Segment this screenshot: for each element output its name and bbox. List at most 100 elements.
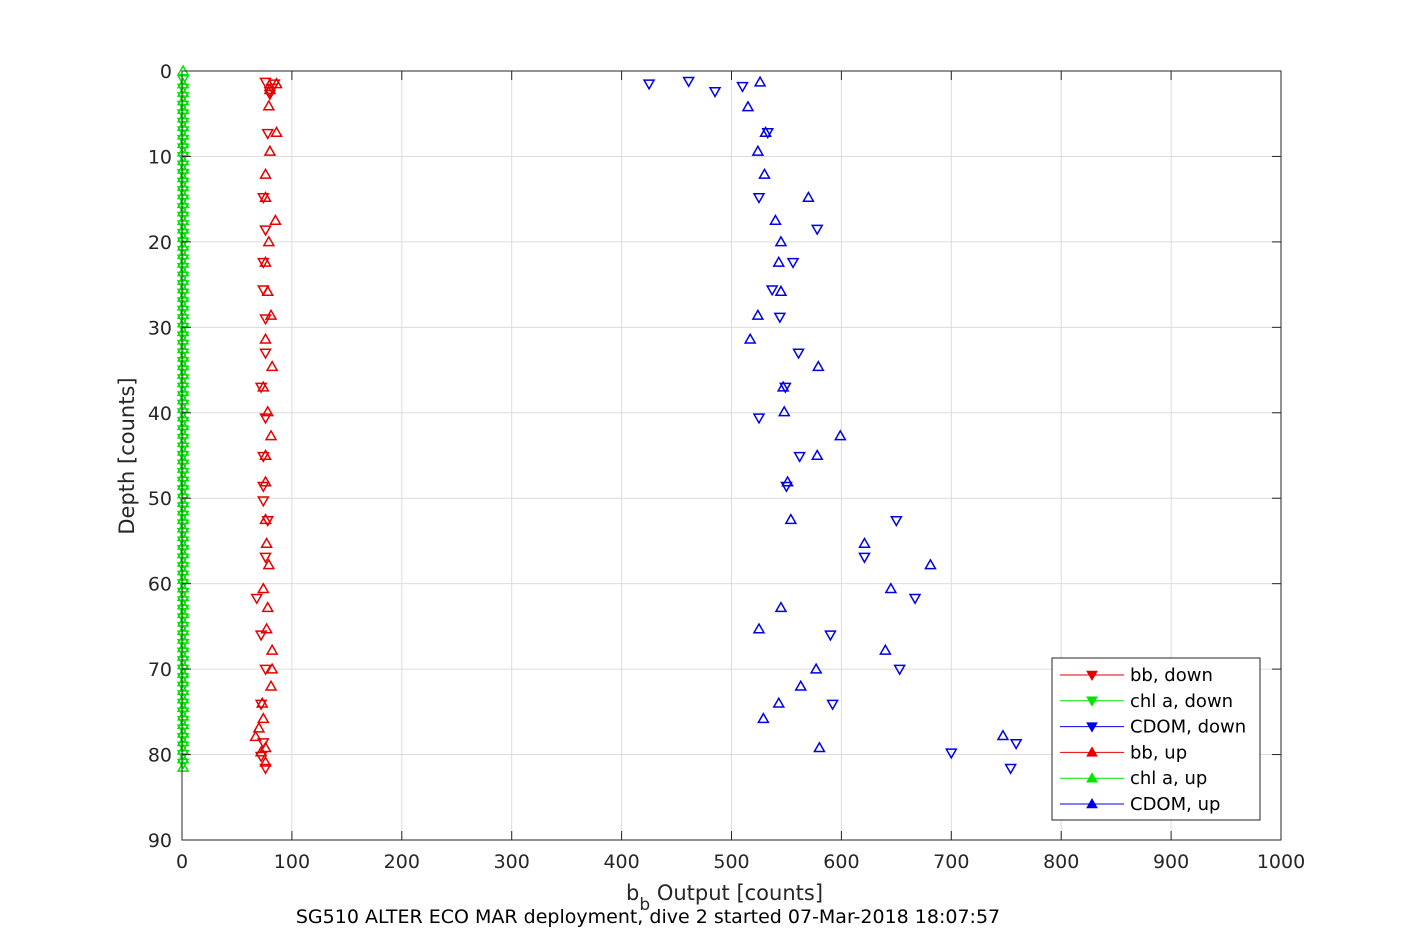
data-point	[176, 374, 190, 386]
data-point	[259, 755, 272, 767]
data-point	[884, 582, 898, 594]
x-tick-label: 600	[823, 851, 859, 873]
data-point	[996, 729, 1010, 741]
data-point	[259, 413, 272, 425]
data-point	[176, 527, 190, 539]
series-5	[741, 75, 1010, 753]
data-point	[259, 741, 272, 753]
data-point	[772, 696, 786, 708]
data-point	[257, 481, 270, 493]
data-point	[752, 622, 766, 634]
data-point	[176, 433, 190, 445]
y-tick-label: 80	[148, 745, 172, 767]
data-point	[945, 748, 958, 760]
data-point	[774, 284, 788, 296]
data-point	[176, 630, 190, 642]
data-point	[176, 758, 190, 770]
data-point	[779, 382, 792, 394]
data-point	[176, 544, 190, 557]
data-point	[259, 255, 272, 267]
data-point	[176, 297, 190, 309]
legend-box	[1051, 657, 1261, 821]
x-tick-label: 700	[933, 851, 969, 873]
data-point	[176, 134, 190, 146]
data-point	[773, 312, 787, 324]
data-point	[176, 100, 190, 112]
data-point	[890, 515, 903, 527]
legend-item: chl a, down	[1060, 691, 1233, 712]
y-tick-label: 10	[148, 146, 172, 168]
data-point	[176, 647, 190, 659]
x-axis-ticks: 0 100 200 300 400 500 600 700 800 900 1000	[176, 71, 1305, 873]
data-point	[260, 536, 273, 549]
data-point	[259, 348, 272, 360]
data-point	[250, 593, 264, 605]
data-point	[176, 664, 190, 676]
data-point	[254, 745, 268, 757]
data-point	[176, 750, 190, 762]
data-point	[802, 190, 815, 202]
data-point	[176, 690, 190, 702]
data-point	[893, 664, 906, 676]
y-tick-label: 30	[148, 317, 172, 339]
data-point	[259, 190, 272, 202]
data-point	[176, 305, 190, 317]
data-point	[176, 151, 190, 163]
data-point	[176, 254, 190, 266]
data-point	[259, 513, 272, 525]
data-point	[264, 308, 278, 320]
data-point	[257, 192, 270, 204]
data-point	[257, 582, 270, 594]
data-point	[257, 451, 270, 463]
data-point	[176, 117, 190, 129]
data-point	[757, 712, 770, 724]
x-axis-label: bb Output [counts]	[626, 881, 823, 915]
legend-item: CDOM, up	[1060, 794, 1220, 815]
y-tick-label: 70	[148, 659, 172, 681]
data-point	[812, 360, 825, 372]
data-point	[262, 99, 276, 111]
data-point	[176, 553, 190, 565]
data-point	[176, 707, 190, 719]
data-point	[176, 194, 190, 206]
data-point	[257, 257, 270, 269]
data-point	[741, 100, 755, 112]
data-point	[176, 442, 190, 454]
x-tick-label: 200	[384, 851, 420, 873]
data-point	[176, 476, 190, 488]
x-tick-label: 300	[494, 851, 530, 873]
data-point	[259, 475, 272, 487]
data-point	[176, 348, 190, 360]
data-point	[810, 224, 824, 236]
legend-marker	[1086, 772, 1098, 783]
data-point	[261, 405, 275, 417]
data-point	[176, 177, 190, 189]
data-point	[176, 468, 190, 480]
data-point	[259, 448, 272, 460]
data-point	[176, 741, 190, 753]
legend-label: chl a, down	[1130, 691, 1233, 712]
data-point	[758, 167, 771, 179]
data-point	[263, 144, 277, 156]
data-point	[743, 332, 757, 344]
data-point	[259, 763, 272, 775]
data-point	[263, 89, 277, 101]
data-point	[259, 552, 272, 564]
data-point	[774, 601, 788, 613]
data-point	[264, 429, 278, 441]
legend-item: CDOM, down	[1060, 717, 1246, 738]
data-point	[176, 416, 190, 428]
data-point	[924, 558, 937, 570]
data-point	[176, 92, 190, 104]
data-point	[263, 83, 277, 95]
data-point	[176, 109, 190, 121]
data-point	[264, 679, 278, 691]
legend-item: bb, up	[1060, 742, 1187, 763]
data-point	[259, 225, 272, 237]
data-point	[176, 263, 190, 275]
data-point	[176, 64, 190, 76]
data-point	[176, 613, 190, 625]
data-point	[769, 214, 782, 226]
data-point	[261, 601, 275, 613]
data-point	[784, 513, 798, 525]
